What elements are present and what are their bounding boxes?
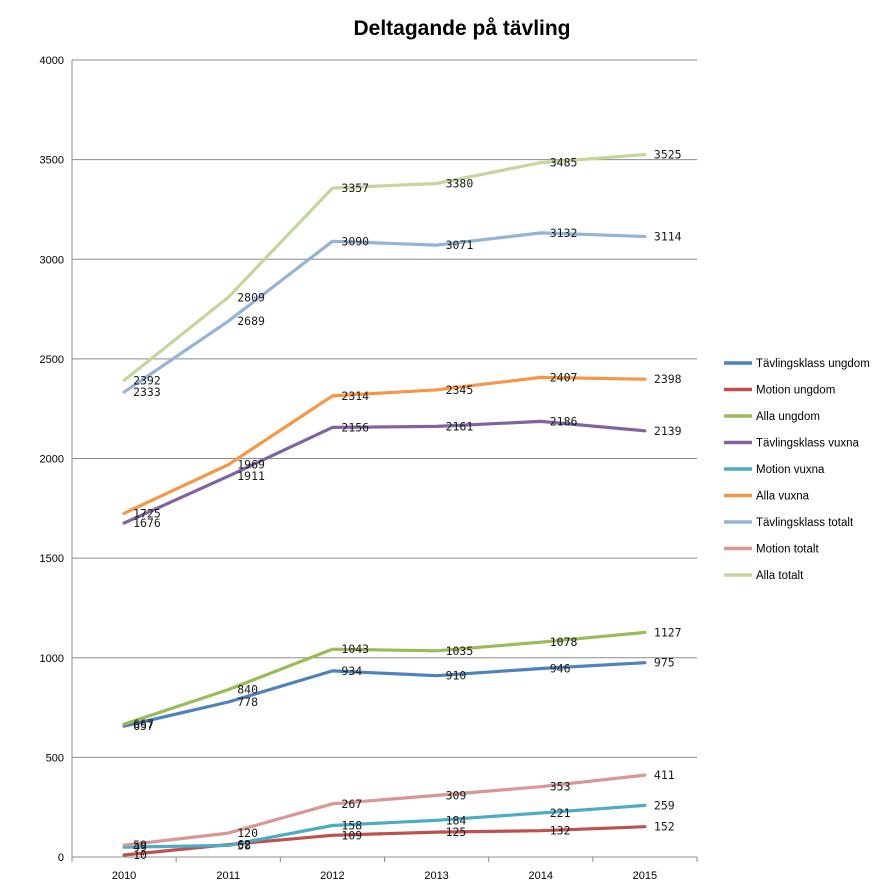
data-label: 778 <box>237 695 258 709</box>
data-label: 2345 <box>446 383 474 397</box>
x-tick-label: 2015 <box>633 870 657 882</box>
series-line <box>122 419 647 525</box>
data-label: 3090 <box>341 234 369 248</box>
data-label: 353 <box>550 780 571 794</box>
data-label: 1127 <box>654 625 682 639</box>
data-label: 840 <box>237 683 258 697</box>
data-label: 934 <box>341 664 362 678</box>
data-label: 152 <box>654 820 675 834</box>
data-label: 657 <box>133 719 154 733</box>
y-tick-label: 500 <box>46 752 64 764</box>
data-label: 3132 <box>550 226 578 240</box>
legend-label: Alla ungdom <box>756 411 820 423</box>
data-label: 59 <box>133 838 147 852</box>
x-tick-label: 2012 <box>320 870 344 882</box>
legend-label: Tävlingsklass vuxna <box>756 438 860 450</box>
data-label: 309 <box>446 788 467 802</box>
data-label: 132 <box>550 824 571 838</box>
y-tick-label: 4000 <box>40 55 64 67</box>
data-label: 62 <box>237 838 251 852</box>
data-label: 158 <box>341 819 362 833</box>
legend: Tävlingsklass ungdom Motion ungdom Alla un… <box>724 358 870 582</box>
data-label: 10 <box>133 848 147 862</box>
data-label: 2333 <box>133 385 161 399</box>
data-label: 3485 <box>550 156 578 170</box>
gridlines <box>72 59 697 758</box>
data-label: 667 <box>133 717 154 731</box>
chart-title: Deltagande på tävling <box>353 17 570 40</box>
data-label: 120 <box>237 826 258 840</box>
y-tick-label: 0 <box>58 852 64 864</box>
data-label: 1676 <box>133 516 161 530</box>
legend-label: Alla totalt <box>756 570 804 582</box>
data-label: 1911 <box>237 469 265 483</box>
data-label: 3357 <box>341 181 369 195</box>
y-tick-label: 3500 <box>40 155 64 167</box>
data-label: 2139 <box>654 424 682 438</box>
series-line <box>122 803 647 849</box>
series-line <box>122 630 647 726</box>
data-label: 259 <box>654 798 675 812</box>
y-tick-label: 1500 <box>40 553 64 565</box>
series-line <box>122 375 647 515</box>
data-label: 49 <box>133 840 147 854</box>
y-tick-label: 2500 <box>40 354 64 366</box>
data-label: 2156 <box>341 420 369 434</box>
data-label: 125 <box>446 825 467 839</box>
series-line <box>122 231 647 394</box>
legend-label: Motion totalt <box>756 544 819 556</box>
data-label: 267 <box>341 797 362 811</box>
data-label: 1078 <box>550 635 578 649</box>
data-labels: 657 778 934 910 946 975 10 62 109 125 132 152 667 840… <box>133 148 682 862</box>
data-label: 1043 <box>341 642 369 656</box>
legend-label: Motion ungdom <box>756 385 835 397</box>
data-label: 1725 <box>133 506 161 520</box>
series-line <box>122 661 647 728</box>
x-tick-label: 2011 <box>216 870 240 882</box>
x-tick-label: 2014 <box>529 870 553 882</box>
data-label: 1035 <box>446 644 474 658</box>
data-label: 221 <box>550 806 571 820</box>
legend-label: Motion vuxna <box>756 464 825 476</box>
data-label: 3114 <box>654 230 682 244</box>
y-tick-label: 1000 <box>40 653 64 665</box>
legend-label: Tävlingsklass ungdom <box>756 358 870 370</box>
data-label: 2407 <box>550 370 578 384</box>
data-label: 2314 <box>341 389 369 403</box>
data-label: 184 <box>446 813 467 827</box>
data-label: 975 <box>654 656 675 670</box>
data-label: 2398 <box>654 372 682 386</box>
data-label: 910 <box>446 669 467 683</box>
axes: 0 500 1000 1500 2000 2500 3000 3500 4000 2010 2011… <box>40 55 698 882</box>
x-tick-label: 2013 <box>424 870 448 882</box>
data-label: 2689 <box>237 314 265 328</box>
legend-label: Alla vuxna <box>756 491 810 503</box>
data-label: 946 <box>550 662 571 676</box>
data-label: 58 <box>237 838 251 852</box>
series-line <box>122 153 647 382</box>
data-label: 1969 <box>237 458 265 472</box>
data-label: 3525 <box>654 148 682 162</box>
series-lines <box>122 153 647 857</box>
legend-label: Tävlingsklass totalt <box>756 517 854 529</box>
data-label: 2161 <box>446 419 474 433</box>
y-tick-label: 2000 <box>40 454 64 466</box>
series-line <box>122 773 647 847</box>
data-label: 2186 <box>550 414 578 428</box>
x-tick-label: 2010 <box>112 870 136 882</box>
y-tick-label: 3000 <box>40 254 64 266</box>
data-label: 109 <box>341 828 362 842</box>
data-label: 411 <box>654 768 675 782</box>
data-label: 2809 <box>237 290 265 304</box>
data-label: 3380 <box>446 177 474 191</box>
data-label: 2392 <box>133 373 161 387</box>
data-label: 3071 <box>446 238 474 252</box>
